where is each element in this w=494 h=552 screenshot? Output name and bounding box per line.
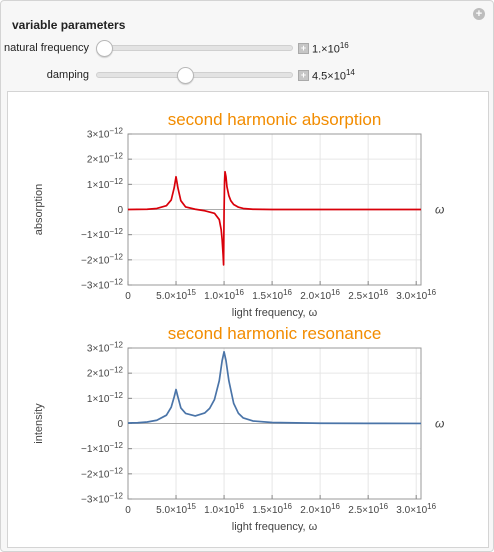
- natural-frequency-slider-thumb[interactable]: [96, 40, 113, 57]
- damping-value: 4.5×1014: [312, 68, 355, 83]
- x-tick-label: 1.0×1016: [204, 288, 244, 302]
- x-tick-label: 3.0×1016: [396, 502, 436, 516]
- damping-expand-icon[interactable]: +: [298, 70, 309, 81]
- controls-heading: variable parameters: [12, 18, 126, 32]
- x-tick-label: 2.0×1016: [300, 288, 340, 302]
- y-tick-label: 0: [117, 205, 123, 216]
- y-tick-label: 3×10−12: [87, 127, 124, 141]
- natural-frequency-label: natural frequency: [4, 42, 89, 54]
- x-tick-label: 2.5×1016: [348, 288, 388, 302]
- x-axis-label: light frequency, ω: [232, 307, 318, 319]
- add-icon[interactable]: +: [473, 8, 485, 20]
- x-tick-label: 5.0×1015: [156, 288, 196, 302]
- damping-label: damping: [46, 69, 89, 81]
- y-tick-label: 2×10−12: [87, 152, 124, 166]
- y-tick-label: −1×10−12: [81, 441, 123, 455]
- natural-frequency-expand-icon[interactable]: +: [298, 43, 309, 54]
- x-tick-label: 2.0×1016: [300, 502, 340, 516]
- right-axis-label: ω: [435, 417, 444, 431]
- natural-frequency-slider[interactable]: [96, 45, 293, 51]
- x-tick-label: 0: [125, 291, 131, 302]
- y-tick-label: 1×10−12: [87, 177, 124, 191]
- y-tick-label: −2×10−12: [81, 466, 123, 480]
- x-tick-label: 5.0×1015: [156, 502, 196, 516]
- y-tick-label: 2×10−12: [87, 366, 124, 380]
- y-tick-label: 0: [117, 419, 123, 430]
- x-axis-label: light frequency, ω: [232, 521, 318, 533]
- x-tick-label: 3.0×1016: [396, 288, 436, 302]
- y-tick-label: −3×10−12: [81, 492, 123, 506]
- output-panel: second harmonic absorption 0 5.0×1015 1.0×1…: [7, 91, 489, 548]
- series-line: [127, 170, 421, 266]
- damping-slider[interactable]: [96, 72, 293, 78]
- series-line: [127, 350, 422, 425]
- y-axis-label: absorption: [33, 184, 45, 235]
- y-tick-label: −3×10−12: [81, 278, 123, 292]
- charts-svg: second harmonic absorption 0 5.0×1015 1.0×1…: [33, 110, 444, 533]
- y-tick-label: −2×10−12: [81, 252, 123, 266]
- x-tick-label: 0: [125, 505, 131, 516]
- chart-title: second harmonic absorption: [168, 110, 382, 129]
- y-tick-label: 3×10−12: [87, 341, 124, 355]
- right-axis-label: ω: [435, 203, 444, 217]
- natural-frequency-value: 1.×1016: [312, 41, 349, 56]
- y-axis-label: intensity: [33, 403, 45, 444]
- x-tick-label: 1.5×1016: [252, 502, 292, 516]
- chart-title: second harmonic resonance: [168, 324, 382, 343]
- x-tick-label: 1.5×1016: [252, 288, 292, 302]
- x-tick-label: 2.5×1016: [348, 502, 388, 516]
- y-tick-label: 1×10−12: [87, 391, 124, 405]
- x-tick-label: 1.0×1016: [204, 502, 244, 516]
- y-tick-label: −1×10−12: [81, 227, 123, 241]
- damping-slider-thumb[interactable]: [177, 67, 194, 84]
